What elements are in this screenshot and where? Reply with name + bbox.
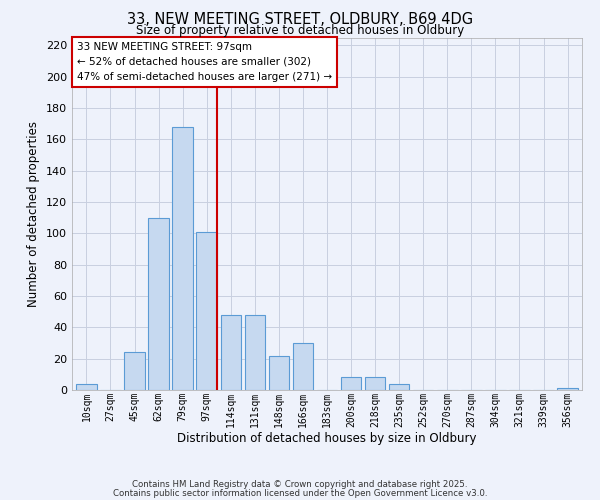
Text: 33 NEW MEETING STREET: 97sqm
← 52% of detached houses are smaller (302)
47% of s: 33 NEW MEETING STREET: 97sqm ← 52% of de… [77,42,332,82]
Bar [196,232,217,390]
Bar [245,315,265,390]
Bar [148,218,169,390]
Bar [269,356,289,390]
Bar [293,343,313,390]
Bar [172,127,193,390]
Bar [76,384,97,390]
Bar [341,378,361,390]
Text: Size of property relative to detached houses in Oldbury: Size of property relative to detached ho… [136,24,464,37]
Text: 33, NEW MEETING STREET, OLDBURY, B69 4DG: 33, NEW MEETING STREET, OLDBURY, B69 4DG [127,12,473,28]
X-axis label: Distribution of detached houses by size in Oldbury: Distribution of detached houses by size … [177,432,477,445]
Y-axis label: Number of detached properties: Number of detached properties [28,120,40,306]
Text: Contains HM Land Registry data © Crown copyright and database right 2025.: Contains HM Land Registry data © Crown c… [132,480,468,489]
Bar [124,352,145,390]
Text: Contains public sector information licensed under the Open Government Licence v3: Contains public sector information licen… [113,489,487,498]
Bar [557,388,578,390]
Bar [221,315,241,390]
Bar [389,384,409,390]
Bar [365,378,385,390]
